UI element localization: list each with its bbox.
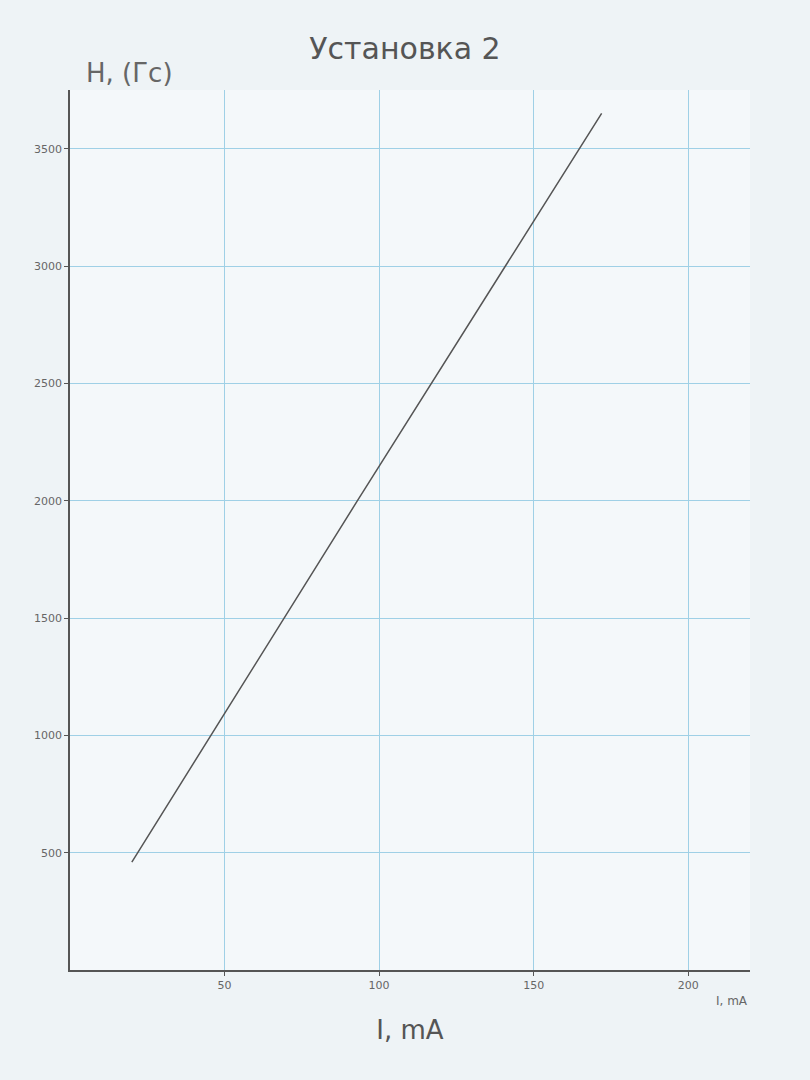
svg-text:1500: 1500 (34, 612, 62, 625)
svg-text:200: 200 (678, 979, 699, 992)
svg-text:Установка 2: Установка 2 (309, 31, 500, 66)
svg-text:H, (Гс): H, (Гс) (86, 58, 173, 88)
svg-text:3000: 3000 (34, 260, 62, 273)
svg-text:I, mA: I, mA (376, 1015, 444, 1045)
svg-text:2000: 2000 (34, 495, 62, 508)
svg-text:I, mA: I, mA (716, 994, 748, 1008)
svg-text:150: 150 (523, 979, 544, 992)
svg-text:3500: 3500 (34, 143, 62, 156)
svg-text:1000: 1000 (34, 729, 62, 742)
svg-text:500: 500 (41, 847, 62, 860)
svg-text:100: 100 (369, 979, 390, 992)
svg-text:50: 50 (218, 979, 232, 992)
svg-text:2500: 2500 (34, 377, 62, 390)
